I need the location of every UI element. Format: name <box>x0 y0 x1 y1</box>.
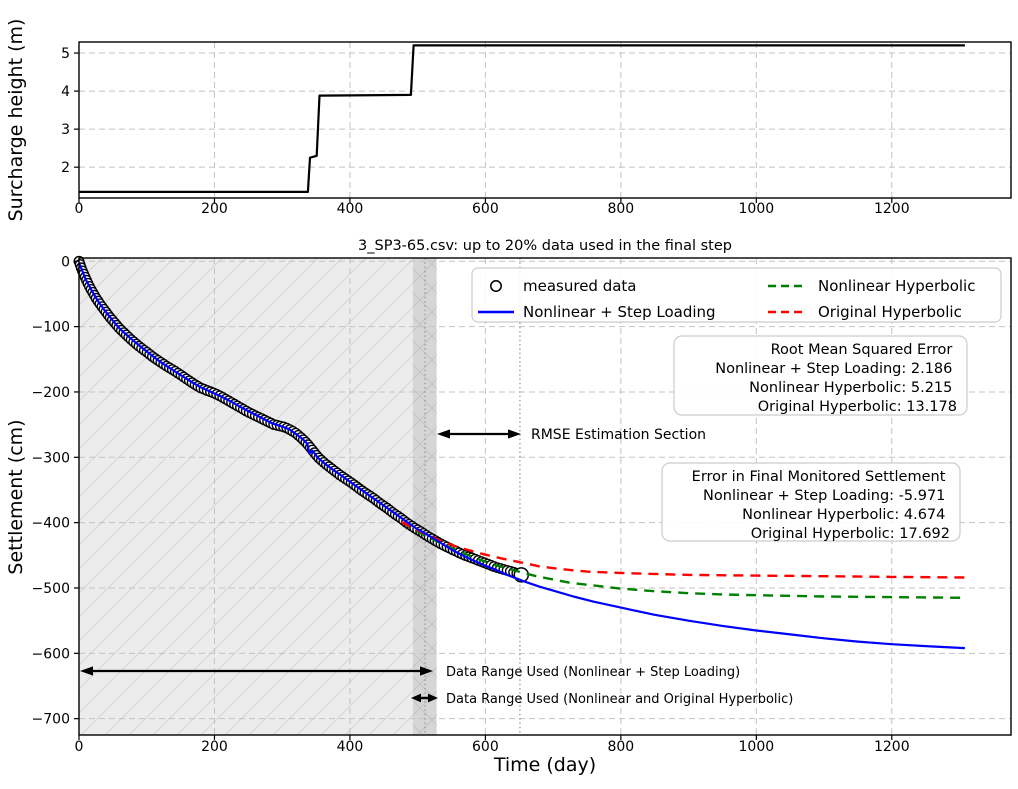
span-hatch-0 <box>79 258 437 735</box>
plot-title: 3_SP3-65.csv: up to 20% data used in the… <box>358 238 732 254</box>
y-tick-label: −100 <box>32 320 70 336</box>
data-range-hyperbolic-annotation: Data Range Used (Nonlinear and Original … <box>411 692 793 707</box>
y-tick-label: 0 <box>61 254 70 270</box>
final-error-box-text: Error in Final Monitored Settlement Nonl… <box>692 469 950 542</box>
y-tick-label: 5 <box>61 46 70 62</box>
settlement-ylabel: Settlement (cm) <box>5 419 27 574</box>
settlement-ticks: 0 200 400 600 800 1000 1200 0 −100 −200 −300 −400 −5… <box>32 254 910 755</box>
rmse-arrow-left-icon <box>437 429 450 439</box>
y-tick-label: 4 <box>61 84 70 100</box>
y-tick-label: −600 <box>32 646 70 662</box>
settlement-axes-frame <box>78 257 1012 736</box>
x-tick-label: 600 <box>472 201 499 217</box>
data-range-step-annotation: Data Range Used (Nonlinear + Step Loadin… <box>80 665 740 680</box>
x-tick-label: 400 <box>337 739 364 755</box>
settlement-spans <box>79 258 437 735</box>
y-tick-label: −300 <box>32 450 70 466</box>
range-step-arrow-left-icon <box>80 666 93 676</box>
legend-frame <box>471 267 1002 323</box>
final-error-line-3: Nonlinear Hyperbolic: 4.674 <box>742 507 945 523</box>
final-error-line-4: Original Hyperbolic: 17.692 <box>751 526 950 542</box>
time-xlabel: Time (day) <box>493 754 596 776</box>
range-step-arrow-right-icon <box>420 666 433 676</box>
data-range-hyperbolic-label: Data Range Used (Nonlinear and Original … <box>446 692 793 707</box>
settlement-series <box>73 255 965 650</box>
rmse-section-annotation: RMSE Estimation Section <box>437 427 706 443</box>
x-tick-label: 1200 <box>874 739 910 755</box>
rmse-box-line-3: Nonlinear Hyperbolic: 5.215 <box>749 380 952 396</box>
x-tick-label: 800 <box>607 739 634 755</box>
final-error-box-frame <box>661 462 961 542</box>
rmse-arrow-right-icon <box>508 429 521 439</box>
legend-label-measured: measured data <box>523 277 637 295</box>
settlement-vlines <box>424 258 521 735</box>
y-tick-label: −200 <box>32 385 70 401</box>
y-tick-label: −700 <box>32 712 70 728</box>
data-range-step-label: Data Range Used (Nonlinear + Step Loadin… <box>446 665 740 680</box>
surcharge-plot: 0 200 400 600 800 1000 1200 2 3 4 5 Surcharge heig… <box>5 19 1012 222</box>
span-hatch-1 <box>412 258 437 735</box>
y-tick-label: −500 <box>32 581 70 597</box>
x-tick-label: 200 <box>201 201 228 217</box>
range-hyp-arrow-right-icon <box>428 693 438 703</box>
surcharge-series <box>79 44 965 193</box>
x-tick-label: 1200 <box>874 201 910 217</box>
y-tick-label: 2 <box>61 160 70 176</box>
surcharge-axes-frame <box>78 41 1012 199</box>
rmse-box-line-1: Root Mean Squared Error <box>771 342 953 358</box>
rmse-box-line-4: Original Hyperbolic: 13.178 <box>758 399 957 415</box>
legend-label-original-hyperbolic: Original Hyperbolic <box>818 303 962 321</box>
legend: measured data Nonlinear + Step Loading N… <box>471 267 1002 323</box>
x-tick-label: 200 <box>201 739 228 755</box>
y-tick-label: 3 <box>61 122 70 138</box>
final-error-box: Error in Final Monitored Settlement Nonl… <box>661 462 961 542</box>
x-tick-label: 1000 <box>739 739 775 755</box>
series-original-hyperbolic <box>400 520 965 579</box>
rmse-box-line-2: Nonlinear + Step Loading: 2.186 <box>715 361 952 377</box>
x-tick-label: 800 <box>607 201 634 217</box>
x-tick-label: 0 <box>75 739 84 755</box>
rmse-box: Root Mean Squared Error Nonlinear + Step… <box>673 335 968 416</box>
rmse-box-text: Root Mean Squared Error Nonlinear + Step… <box>715 342 957 415</box>
x-tick-label: 400 <box>337 201 364 217</box>
legend-label-nonlinear-hyperbolic: Nonlinear Hyperbolic <box>818 277 975 295</box>
legend-marker-measured-icon <box>490 280 502 292</box>
surcharge-ylabel: Surcharge height (m) <box>5 19 27 222</box>
series-surcharge-height <box>79 44 965 193</box>
final-error-line-2: Nonlinear + Step Loading: -5.971 <box>703 488 945 504</box>
y-tick-label: −400 <box>32 516 70 532</box>
surcharge-ticks: 0 200 400 600 800 1000 1200 2 3 4 5 <box>61 46 910 217</box>
x-tick-label: 1000 <box>739 201 775 217</box>
range-hyp-arrow-left-icon <box>411 693 421 703</box>
x-tick-label: 600 <box>472 739 499 755</box>
rmse-section-label: RMSE Estimation Section <box>531 427 706 443</box>
x-tick-label: 0 <box>75 201 84 217</box>
series-nonlinear-step-loading <box>77 262 965 650</box>
final-error-line-1: Error in Final Monitored Settlement <box>692 469 946 485</box>
surcharge-grid <box>78 42 1011 198</box>
rmse-box-frame <box>673 335 968 416</box>
settlement-plot: 0 200 400 600 800 1000 1200 0 −100 −200 −300 −400 −5… <box>5 238 1012 776</box>
legend-label-step-loading: Nonlinear + Step Loading <box>523 303 716 321</box>
